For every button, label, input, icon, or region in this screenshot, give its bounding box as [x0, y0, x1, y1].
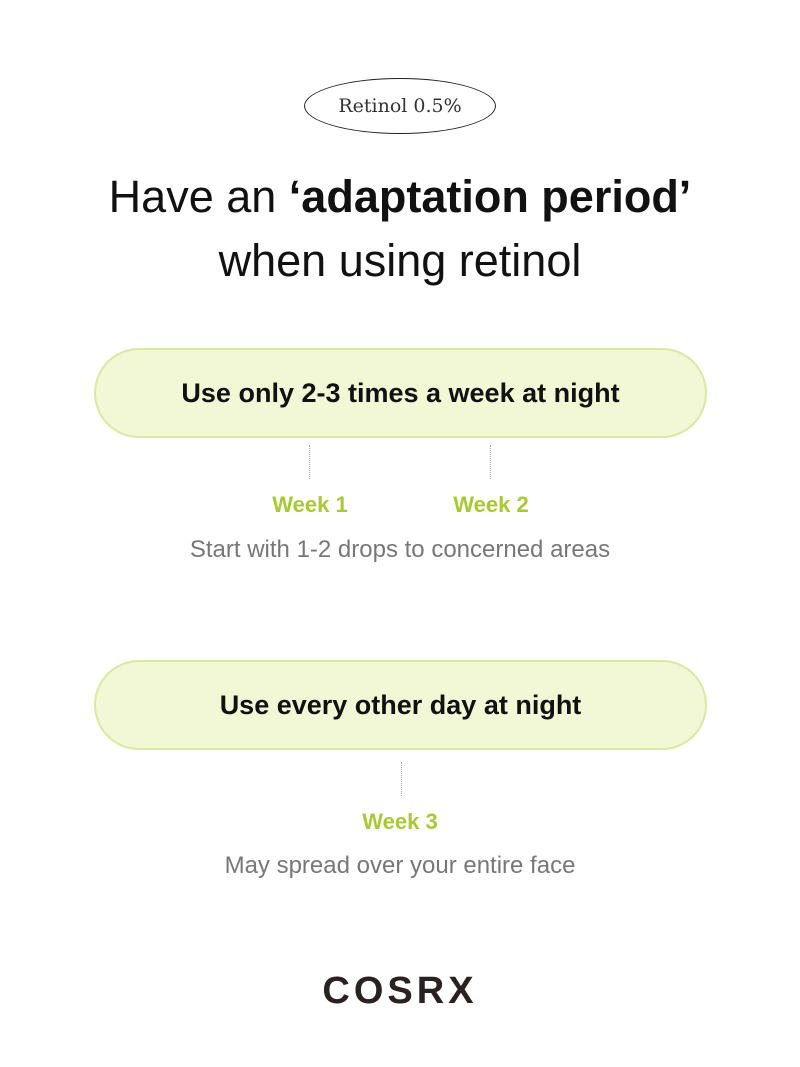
retinol-badge: Retinol 0.5%	[304, 78, 496, 134]
connector-line	[401, 762, 402, 796]
step1-pill: Use only 2-3 times a week at night	[94, 348, 707, 438]
connector-line	[309, 445, 310, 479]
cosrx-logo: COSRX	[322, 970, 478, 1012]
week-3-label: Week 3	[362, 809, 438, 834]
page-title: Have an ‘adaptation period’ when using r…	[0, 165, 800, 293]
step2-pill: Use every other day at night	[94, 660, 707, 750]
step2-label: Use every other day at night	[219, 689, 582, 720]
title-line1: Have an	[108, 171, 289, 222]
week-2-label: Week 2	[453, 492, 529, 517]
badge-label: Retinol 0.5%	[338, 95, 462, 117]
step1-description: Start with 1-2 drops to concerned areas	[189, 536, 611, 563]
title-line2: when using retinol	[218, 235, 582, 286]
connector-line	[490, 445, 491, 479]
week-1-label: Week 1	[272, 492, 348, 517]
step1-label: Use only 2-3 times a week at night	[181, 377, 620, 408]
title-emphasis: ‘adaptation period’	[288, 171, 692, 222]
step2-description: May spread over your entire face	[224, 852, 576, 879]
